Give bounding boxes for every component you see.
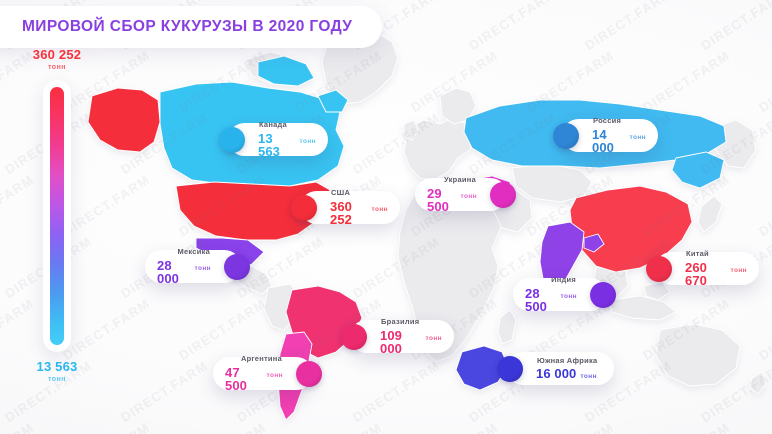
legend-gradient-bar <box>50 86 64 345</box>
country-name-ukraine: Украина <box>444 175 476 185</box>
country-name-southafrica: Южная Африка <box>537 355 598 365</box>
country-name-usa: США <box>331 188 351 198</box>
country-name-canada: Канада <box>259 120 287 130</box>
map-region-south-africa <box>455 345 509 391</box>
country-name-russia: Россия <box>593 116 622 126</box>
country-name-argentina: Аргентина <box>240 354 282 364</box>
country-label-china[interactable]: Китай 260 670 тонн <box>646 250 759 287</box>
country-unit-mexico: тонн <box>194 264 211 272</box>
country-value-row-india: 28 500 тонн <box>525 287 577 313</box>
country-value-ukraine: 29 500 <box>427 185 449 214</box>
country-label-text-ukraine: Украина 29 500 тонн <box>427 176 477 213</box>
country-name-mexico: Мексика <box>177 247 210 257</box>
country-value-usa: 360 252 <box>330 198 352 227</box>
map-region-alaska <box>87 87 161 153</box>
country-unit-brazil: тонн <box>425 334 442 342</box>
legend-gradient-track <box>43 79 71 352</box>
country-label-text-usa: США 360 252 тонн <box>330 189 388 226</box>
country-value-argentina: 47 500 <box>225 364 247 393</box>
country-label-brazil[interactable]: Бразилия 109 000 тонн <box>341 318 454 355</box>
map-region-australia <box>655 323 741 387</box>
country-unit-india: тонн <box>560 292 577 300</box>
country-label-text-russia: Россия 14 000 тонн <box>592 117 646 154</box>
country-marker-dot-canada <box>219 126 245 153</box>
country-label-ukraine[interactable]: Украина 29 500 тонн <box>415 176 516 213</box>
country-value-southafrica: 16 000 <box>536 366 577 381</box>
country-value-china: 260 670 <box>685 259 707 288</box>
country-value-brazil: 109 000 <box>380 327 402 356</box>
country-label-text-canada: Канада 13 563 тонн <box>258 121 316 158</box>
country-value-row-canada: 13 563 тонн <box>258 132 316 158</box>
country-label-text-argentina: Аргентина 47 500 тонн <box>225 355 283 392</box>
country-marker-dot-southafrica <box>497 355 523 382</box>
country-unit-russia: тонн <box>629 133 646 141</box>
country-label-mexico[interactable]: Мексика 28 000 тонн <box>145 248 250 285</box>
country-label-text-mexico: Мексика 28 000 тонн <box>157 248 211 285</box>
legend-min-value: 13 563 <box>36 358 78 374</box>
country-name-india: Индия <box>551 275 576 285</box>
country-unit-china: тонн <box>730 266 747 274</box>
map-region-britain <box>403 119 419 141</box>
legend-max: 360 252 тонн <box>26 48 88 71</box>
country-marker-dot-brazil <box>341 323 367 350</box>
country-label-usa[interactable]: США 360 252 тонн <box>291 189 400 226</box>
country-unit-ukraine: тонн <box>460 192 477 200</box>
country-value-row-ukraine: 29 500 тонн <box>427 187 477 213</box>
country-label-russia[interactable]: Россия 14 000 тонн <box>553 117 658 154</box>
map-region-india-ne <box>583 233 605 253</box>
country-label-text-china: Китай 260 670 тонн <box>685 250 747 287</box>
country-unit-canada: тонн <box>299 137 316 145</box>
map-region-borneo <box>643 281 671 301</box>
legend-max-unit: тонн <box>47 63 67 71</box>
country-value-russia: 14 000 <box>592 126 614 155</box>
country-label-canada[interactable]: Канада 13 563 тонн <box>219 121 328 158</box>
country-value-row-mexico: 28 000 тонн <box>157 259 211 285</box>
country-value-row-russia: 14 000 тонн <box>592 128 646 154</box>
country-value-row-usa: 360 252 тонн <box>330 200 388 226</box>
country-marker-dot-usa <box>291 194 317 221</box>
country-label-india[interactable]: Индия 28 500 тонн <box>513 276 616 313</box>
country-unit-argentina: тонн <box>266 371 283 379</box>
country-value-row-china: 260 670 тонн <box>685 261 747 287</box>
map-region-europe <box>403 117 475 181</box>
map-region-usa <box>175 181 331 241</box>
country-name-brazil: Бразилия <box>381 317 420 327</box>
country-value-mexico: 28 000 <box>157 257 179 286</box>
map-region-scandinavia <box>439 87 477 125</box>
country-marker-dot-india <box>590 281 616 308</box>
map-region-russia-east <box>671 151 725 189</box>
title-panel: МИРОВОЙ СБОР КУКУРУЗЫ В 2020 ГОДУ <box>0 6 383 48</box>
country-label-southafrica[interactable]: Южная Африка 16 000 тонн <box>497 352 614 385</box>
country-marker-dot-mexico <box>224 253 250 280</box>
country-label-argentina[interactable]: Аргентина 47 500 тонн <box>213 355 322 392</box>
legend-min: 13 563 тонн <box>26 360 88 383</box>
legend-scale: 360 252 тонн 13 563 тонн <box>26 48 88 383</box>
country-unit-southafrica: тонн <box>580 373 597 380</box>
map-region-japan <box>697 195 723 233</box>
map-region-canada-islands <box>257 55 315 87</box>
country-unit-usa: тонн <box>371 205 388 213</box>
country-value-row-southafrica: 16 000 тонн <box>536 367 597 381</box>
map-region-madagascar <box>497 309 517 345</box>
country-value-canada: 13 563 <box>258 130 280 159</box>
country-marker-dot-ukraine <box>490 181 516 208</box>
legend-min-unit: тонн <box>47 375 67 383</box>
country-marker-dot-argentina <box>296 360 322 387</box>
country-value-india: 28 500 <box>525 285 547 314</box>
map-region-indonesia <box>609 295 677 321</box>
page-title: МИРОВОЙ СБОР КУКУРУЗЫ В 2020 ГОДУ <box>22 18 353 35</box>
country-name-china: Китай <box>686 249 709 259</box>
country-label-text-southafrica: Южная Африка 16 000 тонн <box>536 355 598 381</box>
country-label-text-brazil: Бразилия 109 000 тонн <box>380 318 442 355</box>
map-region-canada-island2 <box>317 89 349 113</box>
legend-max-value: 360 252 <box>32 47 82 62</box>
country-value-row-brazil: 109 000 тонн <box>380 329 442 355</box>
country-value-row-argentina: 47 500 тонн <box>225 366 283 392</box>
country-marker-dot-russia <box>553 122 579 149</box>
country-label-text-india: Индия 28 500 тонн <box>525 276 577 313</box>
map-region-new-zealand <box>749 371 767 395</box>
country-marker-dot-china <box>646 255 672 282</box>
